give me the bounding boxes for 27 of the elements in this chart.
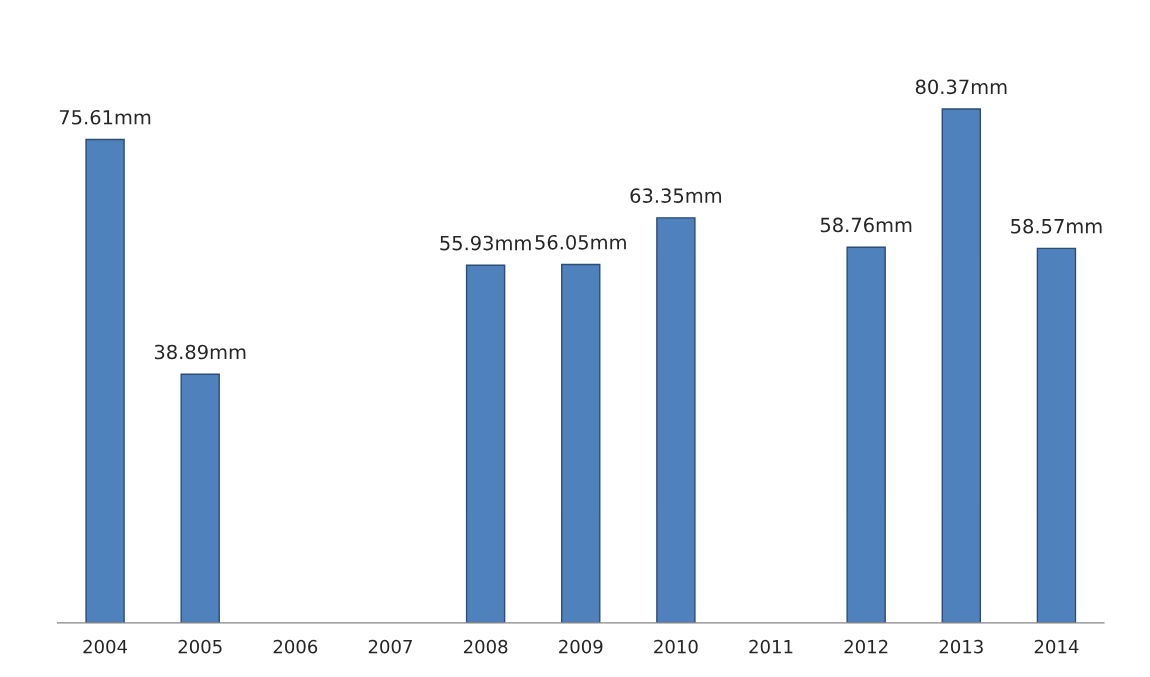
x-tick-label: 2004 [83, 639, 128, 654]
data-label: 55.93mm [440, 235, 531, 251]
data-label: 75.61mm [59, 109, 151, 125]
bar [941, 108, 982, 623]
bar [561, 263, 601, 623]
x-tick-label: 2007 [368, 639, 412, 654]
x-tick-label: 2005 [178, 639, 222, 654]
data-label: 38.89mm [154, 344, 246, 360]
data-label: 58.57mm [1011, 218, 1102, 234]
x-tick-label: 2012 [844, 639, 888, 654]
data-label: 58.76mm [820, 217, 912, 233]
bar [846, 246, 886, 623]
data-label: 56.05mm [535, 234, 626, 250]
data-label: 63.35mm [630, 188, 722, 203]
bar [656, 217, 696, 623]
x-tick-label: 2011 [749, 639, 793, 654]
bar [180, 373, 220, 623]
data-label: 80.37mm [915, 79, 1007, 95]
bar [1036, 247, 1077, 623]
x-tick-label: 2009 [559, 639, 603, 654]
x-tick-label: 2013 [939, 639, 983, 654]
bar [465, 264, 506, 623]
x-tick-label: 2006 [273, 639, 318, 654]
x-tick-label: 2014 [1034, 639, 1079, 654]
x-tick-label: 2008 [463, 639, 508, 654]
bar [85, 138, 125, 623]
x-tick-label: 2010 [654, 639, 698, 654]
